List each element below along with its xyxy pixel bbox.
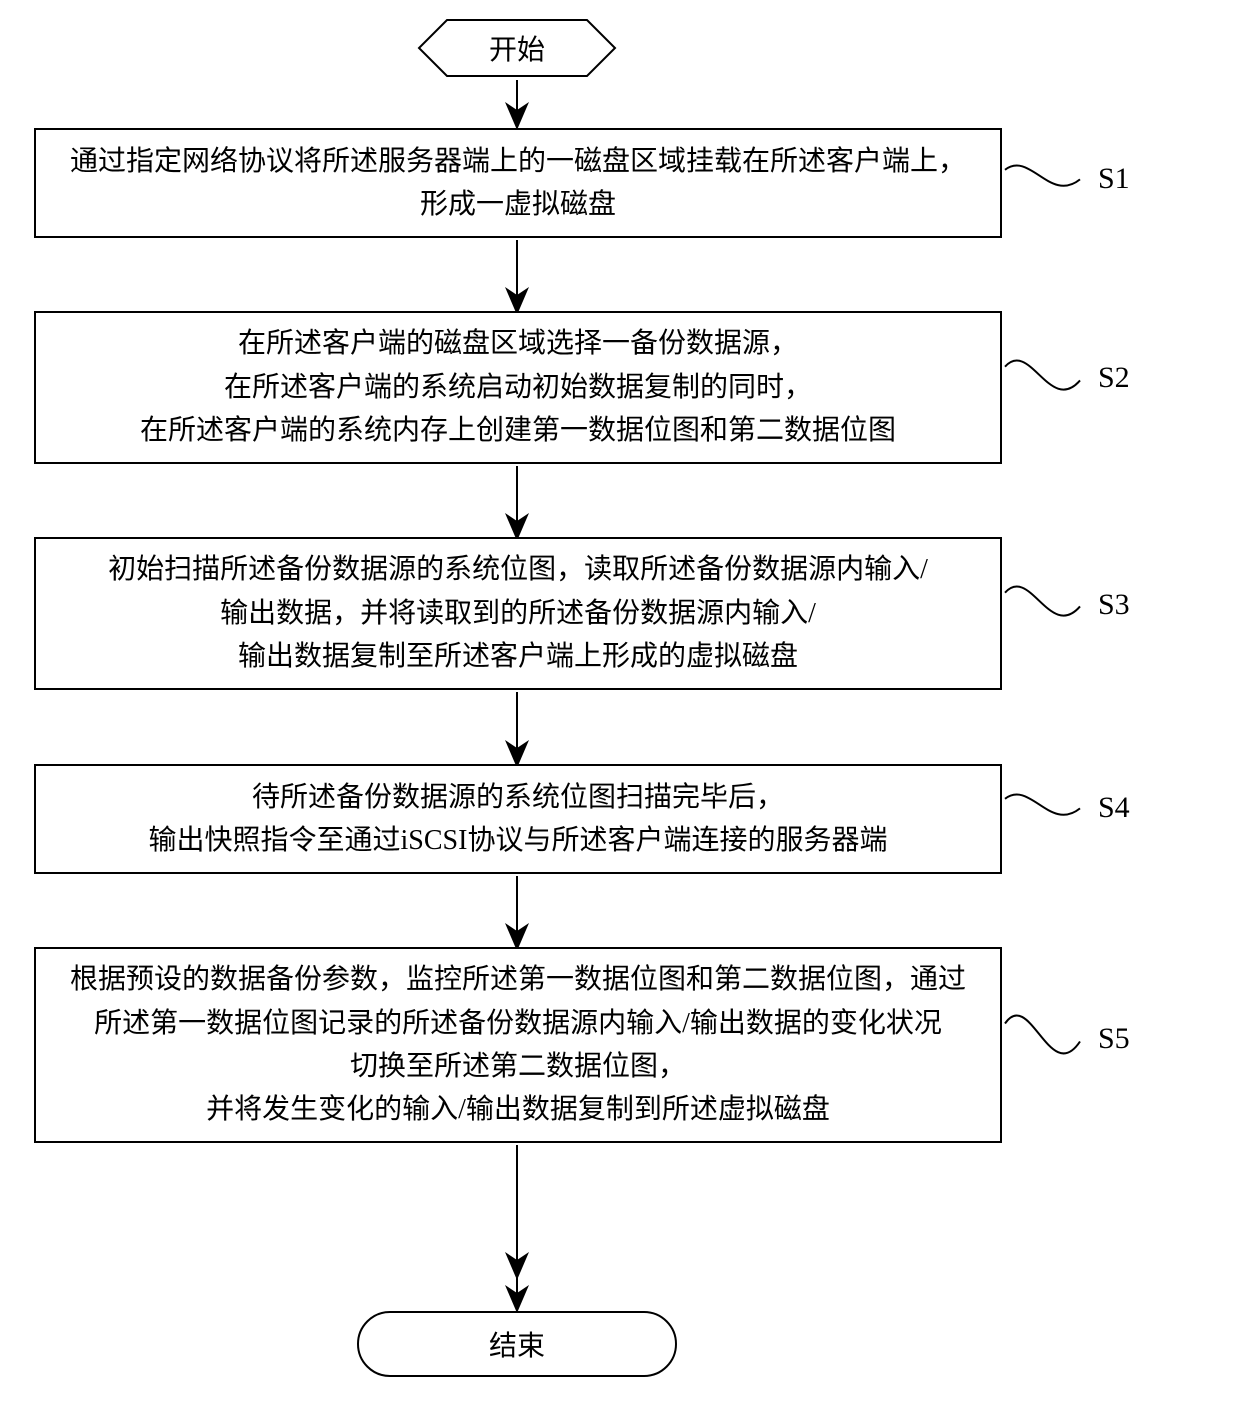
- terminal-start: 开始: [417, 18, 617, 78]
- step-label-s1: S1: [1098, 162, 1130, 196]
- process-text: 通过指定网络协议将所述服务器端上的一磁盘区域挂载在所述客户端上，: [70, 140, 966, 183]
- flowchart-container: 开始 通过指定网络协议将所述服务器端上的一磁盘区域挂载在所述客户端上， 形成一虚…: [0, 0, 1240, 1401]
- step-label-s3: S3: [1098, 588, 1130, 622]
- process-text: 在所述客户端的磁盘区域选择一备份数据源，: [238, 322, 798, 365]
- process-text: 输出快照指令至通过iSCSI协议与所述客户端连接的服务器端: [149, 819, 888, 862]
- process-step-s3: 初始扫描所述备份数据源的系统位图，读取所述备份数据源内输入/ 输出数据，并将读取…: [34, 537, 1002, 690]
- process-text: 初始扫描所述备份数据源的系统位图，读取所述备份数据源内输入/: [108, 548, 928, 591]
- step-label-s2: S2: [1098, 361, 1130, 395]
- terminal-end: 结束: [357, 1311, 677, 1377]
- process-step-s1: 通过指定网络协议将所述服务器端上的一磁盘区域挂载在所述客户端上， 形成一虚拟磁盘: [34, 128, 1002, 238]
- process-text: 根据预设的数据备份参数，监控所述第一数据位图和第二数据位图，通过: [70, 958, 966, 1001]
- process-text: 在所述客户端的系统内存上创建第一数据位图和第二数据位图: [140, 409, 896, 452]
- process-text: 切换至所述第二数据位图，: [350, 1045, 686, 1088]
- step-label-s4: S4: [1098, 791, 1130, 825]
- terminal-end-label: 结束: [489, 1324, 545, 1364]
- process-text: 并将发生变化的输入/输出数据复制到所述虚拟磁盘: [206, 1088, 830, 1131]
- process-text: 形成一虚拟磁盘: [420, 183, 616, 226]
- process-step-s5: 根据预设的数据备份参数，监控所述第一数据位图和第二数据位图，通过 所述第一数据位…: [34, 947, 1002, 1143]
- process-text: 在所述客户端的系统启动初始数据复制的同时，: [224, 366, 812, 409]
- terminal-start-label: 开始: [417, 18, 617, 78]
- process-text: 所述第一数据位图记录的所述备份数据源内输入/输出数据的变化状况: [94, 1002, 942, 1045]
- process-text: 输出数据，并将读取到的所述备份数据源内输入/: [220, 592, 816, 635]
- process-step-s4: 待所述备份数据源的系统位图扫描完毕后， 输出快照指令至通过iSCSI协议与所述客…: [34, 764, 1002, 874]
- process-text: 待所述备份数据源的系统位图扫描完毕后，: [252, 776, 784, 819]
- process-step-s2: 在所述客户端的磁盘区域选择一备份数据源， 在所述客户端的系统启动初始数据复制的同…: [34, 311, 1002, 464]
- step-label-s5: S5: [1098, 1022, 1130, 1056]
- process-text: 输出数据复制至所述客户端上形成的虚拟磁盘: [238, 635, 798, 678]
